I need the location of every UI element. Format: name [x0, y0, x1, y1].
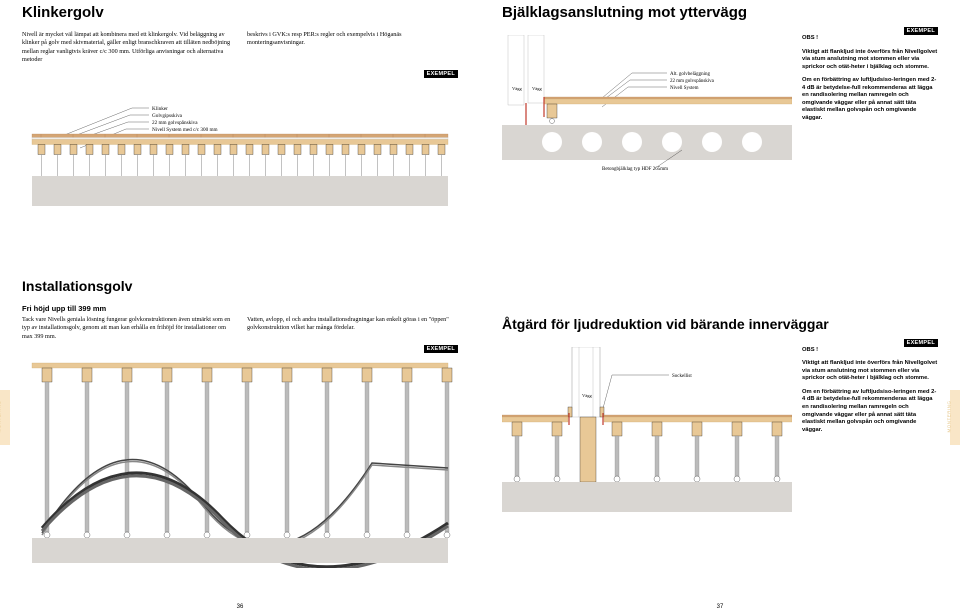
exempel-tag: EXEMPEL [904, 339, 938, 347]
heading-klinkergolv: Klinkergolv [22, 4, 458, 21]
klinker-layer [32, 134, 448, 138]
label-vagg2: Vägg [532, 86, 542, 91]
label-betong: Betongbjälklag typ HDF 265mm [602, 167, 668, 172]
callout-22mm: 22 mm golvspånskiva [670, 78, 715, 84]
exempel-tag: EXEMPEL [424, 70, 458, 78]
side-tab-right: MONTERING [950, 390, 960, 445]
obs-block-1: OBS ! Viktigt att flankljud inte överför… [802, 35, 938, 190]
heading-bjalklag: Bjälklagsanslutning mot yttervägg [502, 4, 938, 21]
obs-text: Om en förbättring av luftljudsiso-lering… [802, 389, 938, 434]
callout-golvbel: Alt. golvbeläggning [670, 72, 710, 77]
exempel-tag: EXEMPEL [424, 345, 458, 353]
install-col2: Vatten, avlopp, el och andra installatio… [247, 316, 458, 341]
page-number: 37 [717, 604, 724, 610]
page-left: MONTERING Klinkergolv Nivell är mycket v… [0, 0, 480, 616]
page-number: 36 [237, 604, 244, 610]
diagram-bjalklag: Vägg Vägg Alt. golvbeläggning 22 mm golv… [502, 35, 792, 190]
obs-text: Om en förbättring av luftljudsiso-lering… [802, 77, 938, 122]
label-vagg1: Vägg [512, 86, 522, 91]
obs-block-2: OBS ! Viktigt att flankljud inte överför… [802, 347, 938, 522]
diagram-installationsgolv [22, 353, 458, 573]
callout-span: 22 mm golvspånskiva [152, 119, 198, 126]
obs-title: OBS ! [802, 347, 938, 355]
diagram-klinkergolv: Klinker Golvgipsskiva 22 mm golvspånskiv… [22, 78, 458, 218]
callout-gips: Golvgipsskiva [152, 113, 183, 119]
diagram-atgard: Vägg Sockellist [502, 347, 792, 522]
side-tab-left: MONTERING [0, 390, 10, 445]
callout-sockellist: Sockellist [672, 374, 692, 379]
subheading-frihojd: Fri höjd upp till 399 mm [22, 304, 458, 313]
heading-atgard: Åtgärd för ljudreduktion vid bärande inn… [502, 316, 938, 333]
callout-nivell2: Nivell System [670, 86, 699, 91]
obs-text: Viktigt att flankljud inte överförs från… [802, 360, 938, 383]
label-vagg3: Vägg [582, 393, 592, 398]
klinkergolv-col2: beskrivs i GVK:s resp PER:s regler och e… [247, 31, 458, 64]
obs-text: Viktigt att flankljud inte överförs från… [802, 49, 938, 72]
side-tab-label: MONTERING [0, 401, 2, 433]
callout-klinker: Klinker [152, 106, 168, 112]
obs-title: OBS ! [802, 35, 938, 43]
callout-nivell: Nivell System med c/c 300 mm [152, 127, 218, 133]
klinkergolv-col1: Nivell är mycket väl lämpat att kombiner… [22, 31, 233, 64]
exempel-tag: EXEMPEL [904, 27, 938, 35]
install-col1: Tack vare Nivells geniala lösning funger… [22, 316, 233, 341]
page-right: MONTERING Bjälklagsanslutning mot ytterv… [480, 0, 960, 616]
heading-installationsgolv: Installationsgolv [22, 278, 458, 294]
side-tab-label: MONTERING [947, 401, 952, 433]
